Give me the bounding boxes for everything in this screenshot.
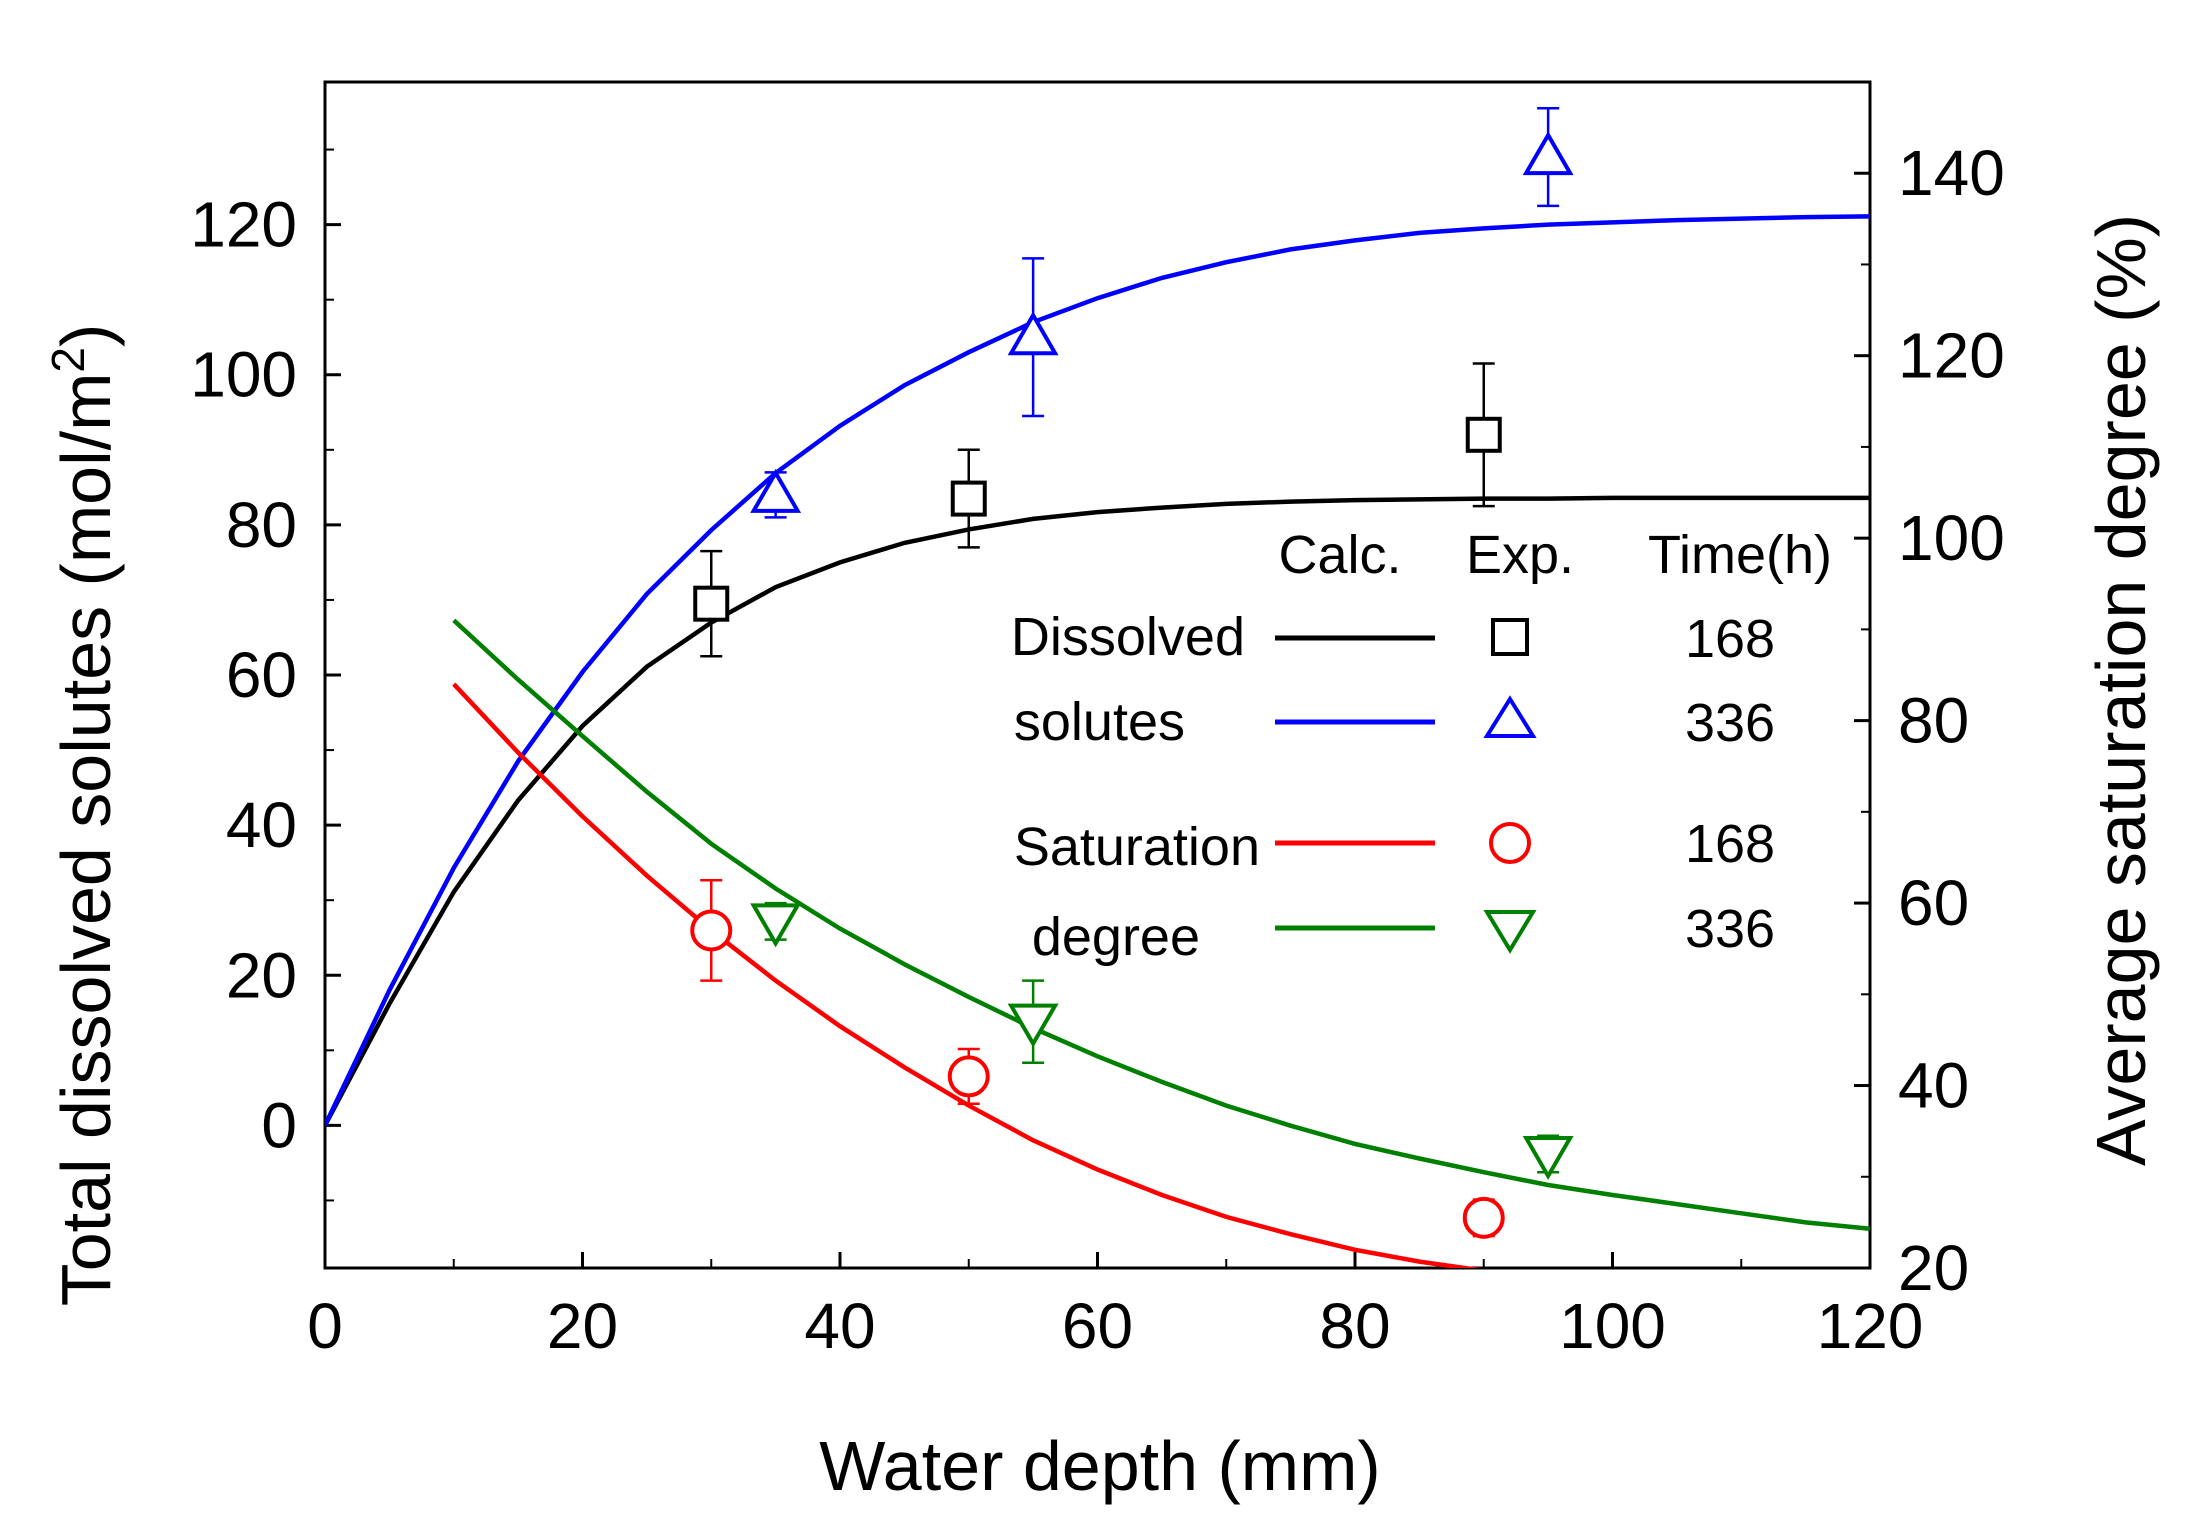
y-left-tick-label: 120 [190, 189, 297, 261]
data-point-triangle-down [750, 903, 802, 948]
x-axis-title: Water depth (mm) [819, 1427, 1380, 1505]
x-tick-label: 60 [1062, 1290, 1133, 1362]
data-point-square [1465, 416, 1502, 453]
legend-group-dissolved-line2: solutes [1014, 692, 1185, 752]
legend-header-time: Time(h) [1648, 525, 1832, 585]
y-left-axis-title-main: Total dissolved solutes (mol/m [47, 373, 125, 1307]
y-right-axis-title: Average saturation degree (%) [2082, 214, 2160, 1166]
data-point-triangle-up [1522, 131, 1574, 176]
series-line-3 [452, 682, 1481, 1268]
y-right-tick-label: 80 [1898, 685, 1969, 757]
y-right-tick-label: 20 [1898, 1232, 1969, 1304]
y-left-tick-label: 80 [226, 489, 297, 561]
y-left-axis-title: Total dissolved solutes (mol/m2) [42, 324, 125, 1307]
data-point-triangle-down [1007, 1003, 1059, 1048]
legend-group-saturation-line2: degree [1032, 907, 1200, 967]
legend-marker-triangle-up [1483, 695, 1537, 738]
y-left-axis-title-superscript: 2 [42, 347, 94, 373]
plot-frame [323, 80, 1872, 1270]
legend-header-calc: Calc. [1278, 525, 1401, 585]
y-left-tick-label: 0 [261, 1089, 297, 1161]
series-line-4 [452, 618, 1870, 1232]
x-tick-label: 100 [1559, 1290, 1666, 1362]
y-left-tick-label: 100 [190, 339, 297, 411]
plot-area: 0 20 40 60 80 100 1200204060801001202040608010… [190, 80, 2005, 1362]
legend-time-2: 336 [1685, 693, 1775, 753]
data-point-square [693, 585, 730, 622]
series-line-1 [325, 495, 1870, 1127]
data-point-triangle-down [1522, 1135, 1574, 1180]
y-right-tick-label: 40 [1898, 1050, 1969, 1122]
y-left-tick-label: 20 [226, 939, 297, 1011]
x-tick-label: 120 [1817, 1290, 1924, 1362]
y-right-tick-label: 140 [1898, 137, 2005, 209]
x-tick-label: 40 [804, 1290, 875, 1362]
y-right-tick-label: 100 [1898, 502, 2005, 574]
data-point-triangle-up [1007, 311, 1059, 356]
data-point-triangle-up [750, 468, 802, 513]
legend-marker-triangle-down [1483, 910, 1537, 954]
y-left-tick-label: 60 [226, 639, 297, 711]
data-point-circle [1462, 1196, 1505, 1239]
legend: Calc. Exp. Time(h) Dissolved solutes Sat… [1011, 525, 1832, 967]
legend-group-saturation-line1: Saturation [1014, 817, 1260, 877]
legend-group-dissolved-line1: Dissolved [1011, 607, 1245, 667]
y-left-axis-title-close: ) [47, 324, 125, 347]
y-right-tick-label: 60 [1898, 867, 1969, 939]
legend-time-3: 168 [1685, 814, 1775, 874]
y-left-tick-label: 40 [226, 789, 297, 861]
x-tick-label: 80 [1319, 1290, 1390, 1362]
legend-marker-circle [1489, 822, 1531, 864]
legend-header-exp: Exp. [1466, 525, 1574, 585]
legend-time-1: 168 [1685, 609, 1775, 669]
data-point-circle [947, 1055, 990, 1098]
data-point-square [950, 480, 987, 517]
series-line-2 [325, 214, 1870, 1127]
legend-marker-square [1491, 618, 1529, 656]
data-point-circle [690, 909, 733, 952]
x-tick-label: 0 [307, 1290, 343, 1362]
x-tick-label: 20 [547, 1290, 618, 1362]
y-right-tick-label: 120 [1898, 320, 2005, 392]
legend-time-4: 336 [1685, 899, 1775, 959]
